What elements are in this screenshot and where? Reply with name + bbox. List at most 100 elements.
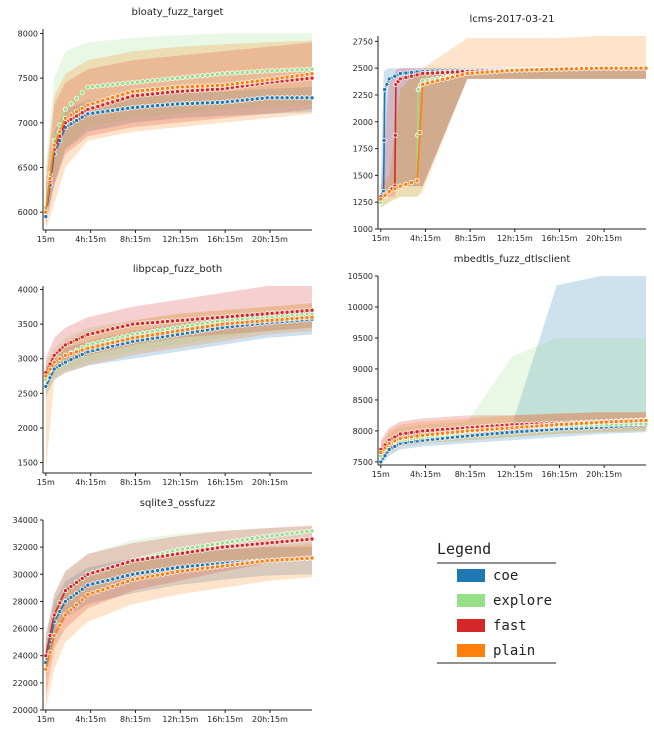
point-bloaty-fuzz-target-explore xyxy=(239,70,245,76)
point-lcms-2017-03-21-plain xyxy=(554,66,560,72)
point-libpcap-fuzz-both-plain xyxy=(100,342,106,348)
point-sqlite3-ossfuzz-plain xyxy=(189,567,195,573)
chart-panels: bloaty_fuzz_target 6000 6500 7000 7500 8000 15… xyxy=(13,7,649,724)
point-libpcap-fuzz-both-plain xyxy=(209,323,215,329)
point-lcms-2017-03-21-fast xyxy=(454,69,460,75)
point-mbedtls-fuzz-dtlsclient-plain xyxy=(534,423,540,429)
point-bloaty-fuzz-target-plain xyxy=(155,86,161,92)
point-sqlite3-ossfuzz-explore xyxy=(244,536,250,542)
point-bloaty-fuzz-target-explore xyxy=(160,77,166,83)
point-mbedtls-fuzz-dtlsclient-plain xyxy=(524,424,530,430)
point-mbedtls-fuzz-dtlsclient-plain xyxy=(633,418,639,424)
point-libpcap-fuzz-both-fast xyxy=(234,313,240,319)
point-sqlite3-ossfuzz-fast xyxy=(79,575,85,581)
point-sqlite3-ossfuzz-fast xyxy=(174,551,180,557)
point-libpcap-fuzz-both-plain xyxy=(214,322,220,328)
point-sqlite3-ossfuzz-plain xyxy=(43,666,49,672)
point-bloaty-fuzz-target-plain xyxy=(79,105,85,111)
point-bloaty-fuzz-target-plain xyxy=(174,84,180,90)
point-libpcap-fuzz-both-coe xyxy=(74,354,80,360)
panel-sqlite3-ossfuzz: sqlite3_ossfuzz 20000 22000 24000 26000 28000… xyxy=(13,498,315,724)
point-bloaty-fuzz-target-fast xyxy=(309,75,315,81)
point-libpcap-fuzz-both-coe xyxy=(62,359,68,365)
point-bloaty-fuzz-target-coe xyxy=(264,95,270,101)
point-bloaty-fuzz-target-plain xyxy=(284,74,290,80)
point-sqlite3-ossfuzz-explore xyxy=(284,531,290,537)
point-bloaty-fuzz-target-explore xyxy=(294,67,300,73)
point-sqlite3-ossfuzz-explore xyxy=(219,540,225,546)
point-bloaty-fuzz-target-explore xyxy=(219,71,225,77)
point-mbedtls-fuzz-dtlsclient-plain xyxy=(439,430,445,436)
point-sqlite3-ossfuzz-fast xyxy=(68,584,74,590)
point-mbedtls-fuzz-dtlsclient-coe xyxy=(494,430,500,436)
point-bloaty-fuzz-target-coe xyxy=(239,97,245,103)
point-lcms-2017-03-21-coe xyxy=(384,81,390,87)
y-tick-label-bloaty-fuzz-target: 6000 xyxy=(18,208,38,217)
point-sqlite3-ossfuzz-plain xyxy=(224,563,230,569)
point-libpcap-fuzz-both-fast xyxy=(279,309,285,315)
point-bloaty-fuzz-target-fast xyxy=(130,93,136,99)
point-lcms-2017-03-21-fast xyxy=(439,70,445,76)
point-sqlite3-ossfuzz-plain xyxy=(289,556,295,562)
point-bloaty-fuzz-target-coe xyxy=(150,103,156,109)
point-bloaty-fuzz-target-explore xyxy=(130,80,136,86)
x-tick-label-bloaty-fuzz-target: 4h:15m xyxy=(75,235,106,244)
point-bloaty-fuzz-target-coe xyxy=(105,108,111,114)
point-lcms-2017-03-21-plain xyxy=(439,77,445,83)
y-tick-label-sqlite3-ossfuzz: 28000 xyxy=(13,597,38,606)
point-libpcap-fuzz-both-plain xyxy=(51,359,57,365)
point-bloaty-fuzz-target-explore xyxy=(79,90,85,96)
point-bloaty-fuzz-target-plain xyxy=(100,98,106,104)
legend-title: Legend xyxy=(437,540,491,558)
point-sqlite3-ossfuzz-explore xyxy=(234,538,240,544)
point-bloaty-fuzz-target-coe xyxy=(79,114,85,120)
point-bloaty-fuzz-target-fast xyxy=(189,88,195,94)
point-sqlite3-ossfuzz-coe xyxy=(115,575,121,581)
point-sqlite3-ossfuzz-fast xyxy=(140,556,146,562)
point-mbedtls-fuzz-dtlsclient-coe xyxy=(382,453,388,459)
point-mbedtls-fuzz-dtlsclient-plain xyxy=(509,425,515,431)
point-bloaty-fuzz-target-explore xyxy=(254,69,260,75)
point-lcms-2017-03-21-plain xyxy=(489,69,495,75)
point-bloaty-fuzz-target-explore xyxy=(214,71,220,77)
band-lcms-2017-03-21-explore xyxy=(380,66,646,208)
point-lcms-2017-03-21-plain xyxy=(414,178,420,184)
point-libpcap-fuzz-both-plain xyxy=(224,321,230,327)
point-bloaty-fuzz-target-plain xyxy=(254,78,260,84)
panel-title-libpcap-fuzz-both: libpcap_fuzz_both xyxy=(133,264,222,275)
point-libpcap-fuzz-both-fast xyxy=(150,320,156,326)
point-lcms-2017-03-21-plain xyxy=(579,66,585,72)
point-sqlite3-ossfuzz-plain xyxy=(120,580,126,586)
point-sqlite3-ossfuzz-fast xyxy=(249,541,255,547)
point-libpcap-fuzz-both-fast xyxy=(214,315,220,321)
point-libpcap-fuzz-both-plain xyxy=(90,344,96,350)
point-mbedtls-fuzz-dtlsclient-fast xyxy=(414,429,420,435)
point-mbedtls-fuzz-dtlsclient-plain xyxy=(559,421,565,427)
x-tick-label-mbedtls-fuzz-dtlsclient: 12h:15m xyxy=(497,470,533,479)
point-mbedtls-fuzz-dtlsclient-plain xyxy=(425,432,431,438)
point-libpcap-fuzz-both-fast xyxy=(140,320,146,326)
point-libpcap-fuzz-both-fast xyxy=(62,342,68,348)
point-libpcap-fuzz-both-plain xyxy=(274,317,280,323)
point-libpcap-fuzz-both-plain xyxy=(189,326,195,332)
point-bloaty-fuzz-target-explore xyxy=(174,75,180,81)
point-lcms-2017-03-21-plain xyxy=(392,186,398,192)
point-lcms-2017-03-21-plain xyxy=(378,196,384,202)
x-tick-label-lcms-2017-03-21: 20h:15m xyxy=(586,234,622,243)
x-tick-label-libpcap-fuzz-both: 15m xyxy=(37,478,55,487)
point-lcms-2017-03-21-plain xyxy=(403,181,409,187)
point-lcms-2017-03-21-plain xyxy=(484,69,490,75)
point-lcms-2017-03-21-plain xyxy=(435,78,441,84)
point-bloaty-fuzz-target-coe xyxy=(209,100,215,106)
point-lcms-2017-03-21-coe xyxy=(382,87,388,93)
point-sqlite3-ossfuzz-plain xyxy=(110,583,116,589)
point-bloaty-fuzz-target-explore xyxy=(199,73,205,79)
x-tick-label-mbedtls-fuzz-dtlsclient: 8h:15m xyxy=(455,470,486,479)
point-bloaty-fuzz-target-plain xyxy=(160,86,166,92)
point-libpcap-fuzz-both-plain xyxy=(164,330,170,336)
point-sqlite3-ossfuzz-fast xyxy=(125,559,131,565)
point-lcms-2017-03-21-plain xyxy=(524,67,530,73)
point-bloaty-fuzz-target-coe xyxy=(125,105,131,111)
y-tick-label-mbedtls-fuzz-dtlsclient: 8000 xyxy=(353,427,373,436)
y-tick-label-mbedtls-fuzz-dtlsclient: 9000 xyxy=(353,365,373,374)
